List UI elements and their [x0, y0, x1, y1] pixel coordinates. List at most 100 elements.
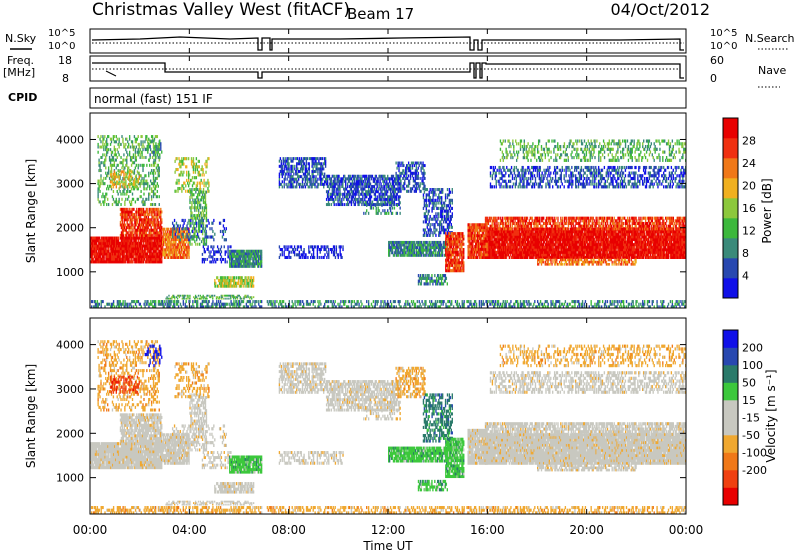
- power-cell: [123, 153, 124, 156]
- power-cell: [151, 231, 152, 234]
- power-cell: [140, 216, 141, 219]
- power-cell: [114, 164, 115, 167]
- power-cell: [142, 140, 143, 143]
- power-cell: [136, 164, 137, 167]
- power-cell: [153, 195, 154, 198]
- power-cell: [107, 198, 108, 201]
- power-cell: [157, 153, 158, 156]
- power-cell: [123, 143, 124, 146]
- power-cell: [160, 216, 161, 219]
- power-cell: [158, 156, 159, 159]
- beam-label: Beam 17: [347, 5, 414, 23]
- power-cell: [100, 177, 101, 180]
- power-cell: [163, 243, 164, 246]
- power-cell: [128, 143, 129, 146]
- power-cell: [131, 210, 132, 213]
- power-cell: [139, 146, 140, 149]
- power-cell: [117, 180, 118, 183]
- power-cell: [118, 153, 119, 156]
- power-cell: [160, 145, 161, 148]
- power-cell: [136, 159, 137, 162]
- power-cell: [143, 185, 144, 188]
- power-cell: [129, 185, 130, 188]
- power-cell: [125, 148, 126, 151]
- power-cell: [147, 185, 148, 188]
- power-cell: [98, 180, 99, 183]
- power-cell: [124, 252, 125, 255]
- power-cell: [158, 208, 159, 211]
- power-cell: [104, 161, 105, 164]
- power-cell: [119, 183, 120, 186]
- power-cell: [137, 138, 138, 141]
- power-cell: [143, 223, 144, 226]
- power-cell: [138, 198, 139, 201]
- power-cell: [149, 156, 150, 159]
- power-cell: [134, 213, 135, 216]
- power-cell: [129, 200, 130, 203]
- power-cell: [102, 193, 103, 196]
- power-cell: [159, 153, 160, 156]
- power-cell: [106, 187, 107, 190]
- power-cell: [148, 216, 149, 219]
- noise-right-tick-bottom: 10^0: [710, 41, 737, 52]
- power-cell: [159, 156, 160, 159]
- power-cell: [146, 180, 147, 183]
- power-cell: [141, 153, 142, 156]
- power-cell: [155, 153, 156, 156]
- power-cell: [152, 156, 153, 159]
- power-cell: [131, 239, 132, 242]
- power-cell: [116, 159, 117, 162]
- power-cell: [111, 153, 112, 156]
- power-cell: [126, 161, 127, 164]
- nave-dip: [106, 71, 116, 76]
- power-cell: [117, 148, 118, 151]
- power-cell: [114, 170, 115, 173]
- power-cell: [108, 166, 109, 169]
- power-cell: [155, 226, 156, 229]
- power-cell: [126, 193, 127, 196]
- power-cell: [100, 255, 101, 258]
- power-cell: [100, 180, 101, 183]
- power-cell: [161, 260, 162, 263]
- power-cell: [165, 241, 166, 244]
- power-cell: [122, 164, 123, 167]
- power-cell: [149, 213, 150, 216]
- power-cell: [153, 143, 154, 146]
- power-cell: [118, 239, 119, 242]
- power-cell: [123, 234, 124, 237]
- power-cell: [118, 237, 119, 240]
- power-cell: [157, 135, 158, 138]
- power-cell: [104, 135, 105, 138]
- power-cell: [125, 143, 126, 146]
- power-cell: [159, 169, 160, 172]
- power-cell: [132, 218, 133, 221]
- power-cell: [138, 135, 139, 138]
- power-cell: [154, 218, 155, 221]
- power-cell: [144, 140, 145, 143]
- power-cell: [121, 180, 122, 183]
- power-cell: [163, 235, 164, 238]
- power-cell: [114, 180, 115, 183]
- power-cell: [129, 151, 130, 154]
- power-cell: [149, 145, 150, 148]
- cpid-label: CPID: [8, 91, 37, 104]
- power-cell: [123, 170, 124, 173]
- power-cell: [158, 221, 159, 224]
- power-cell: [135, 183, 136, 186]
- power-cell: [143, 164, 144, 167]
- power-cell: [98, 187, 99, 190]
- power-cell: [143, 242, 144, 245]
- power-cell: [161, 210, 162, 213]
- power-cell: [155, 151, 156, 154]
- power-cell: [132, 143, 133, 146]
- power-cell: [163, 230, 164, 233]
- power-cell: [153, 172, 154, 175]
- power-cell: [130, 216, 131, 219]
- power-cell: [110, 143, 111, 146]
- power-cell: [162, 246, 163, 249]
- power-cell: [125, 260, 126, 263]
- power-cell: [152, 203, 153, 206]
- power-cell: [122, 218, 123, 221]
- power-cell: [118, 143, 119, 146]
- power-cell: [107, 151, 108, 154]
